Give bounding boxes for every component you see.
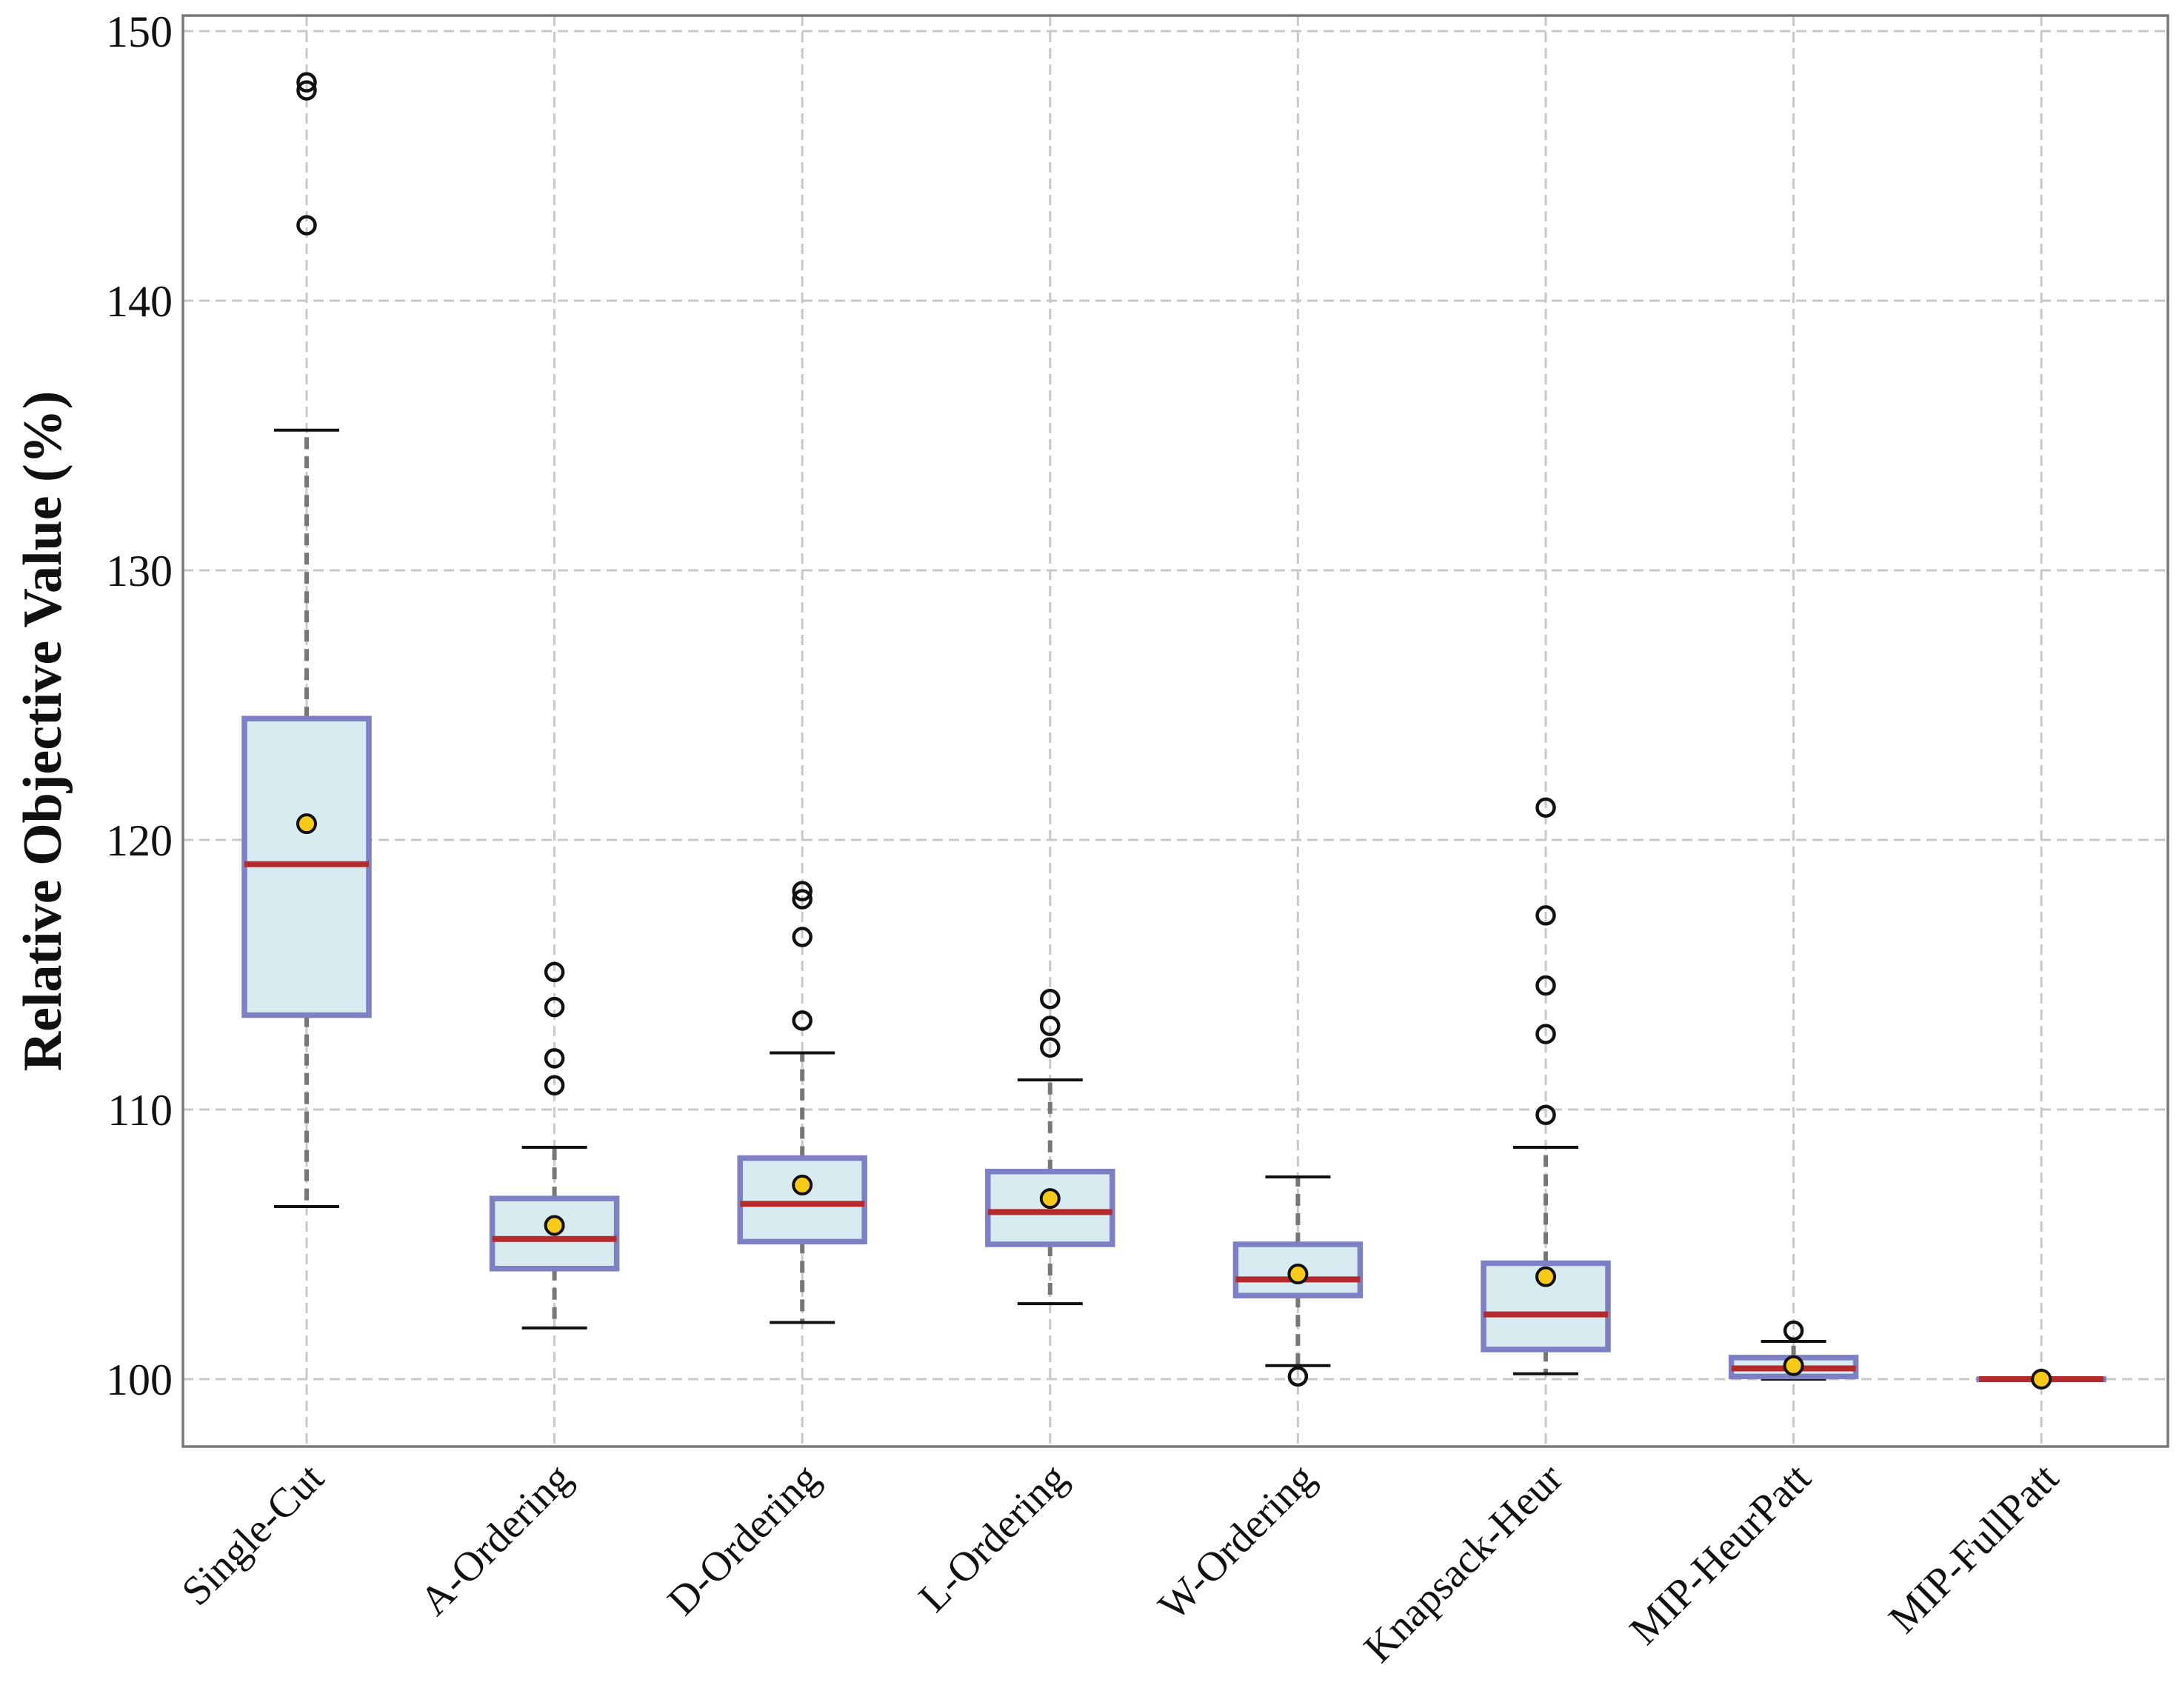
outlier-point (792, 889, 812, 910)
box-group-mip-fullpatt (1976, 1369, 2106, 1390)
x-tick-label: L-Ordering (910, 1455, 1076, 1621)
mean-marker (1783, 1355, 1804, 1376)
outlier-point (544, 996, 565, 1018)
box-group-a-ordering (489, 961, 620, 1330)
outlier-point (296, 80, 317, 101)
grid-lines (183, 16, 2168, 1447)
iqr-box (737, 1155, 867, 1245)
y-tick-label: 150 (106, 7, 173, 56)
box-group-single-cut (241, 72, 372, 1209)
outlier-point (792, 1010, 812, 1031)
mean-marker (544, 1215, 565, 1236)
plot-area (241, 72, 2106, 1390)
plot-frame (181, 14, 2169, 1448)
outlier-point (296, 215, 317, 236)
x-tick-label: Single-Cut (173, 1455, 333, 1615)
x-tick-label: Knapsack-Heur (1355, 1455, 1572, 1672)
outlier-point (544, 961, 565, 983)
outlier-point (792, 927, 812, 947)
iqr-box (1481, 1260, 1611, 1352)
outlier-point (792, 881, 812, 901)
outlier-point (544, 1048, 565, 1069)
x-tick-label: MIP-FullPatt (1881, 1455, 2068, 1642)
x-tick-label: W-Ordering (1149, 1455, 1324, 1629)
outlier-point (1535, 797, 1556, 818)
box-group-l-ordering (985, 989, 1115, 1306)
mean-marker (2031, 1369, 2052, 1390)
outlier-point (1535, 1024, 1556, 1044)
outlier-point (1535, 905, 1556, 926)
outlier-point (1040, 989, 1061, 1010)
mean-marker (792, 1174, 813, 1195)
mean-marker (1535, 1266, 1556, 1287)
y-tick-label: 110 (107, 1086, 173, 1135)
outlier-point (1783, 1320, 1804, 1341)
mean-marker (296, 813, 317, 835)
y-tick-label: 100 (106, 1355, 173, 1404)
outlier-point (544, 1075, 565, 1095)
box-group-knapsack-heur (1481, 797, 1611, 1375)
outlier-point (1287, 1366, 1309, 1387)
y-tick-label: 120 (106, 816, 173, 865)
box-group-w-ordering (1232, 1175, 1364, 1387)
x-axis-ticks: Single-Cut A-Ordering D-Ordering L-Ordering… (173, 1455, 2068, 1672)
y-tick-label: 130 (106, 547, 173, 596)
box-group-mip-heurpatt (1728, 1320, 1859, 1381)
x-tick-label: MIP-HeurPatt (1621, 1455, 1821, 1654)
outlier-point (1040, 1015, 1061, 1036)
mean-marker (1287, 1264, 1309, 1285)
y-tick-label: 140 (106, 277, 173, 326)
outlier-point (1040, 1037, 1061, 1058)
outlier-point (1535, 975, 1556, 996)
y-axis-title: Relative Objective Value (%) (13, 391, 73, 1072)
y-axis-ticks: 100 110 120 130 140 150 (106, 7, 173, 1404)
x-tick-label: A-Ordering (411, 1455, 581, 1624)
mean-marker (1039, 1188, 1061, 1210)
x-tick-label: D-Ordering (659, 1455, 829, 1624)
outlier-point (296, 72, 317, 93)
outlier-point (1535, 1104, 1556, 1126)
box-group-d-ordering (737, 881, 867, 1324)
